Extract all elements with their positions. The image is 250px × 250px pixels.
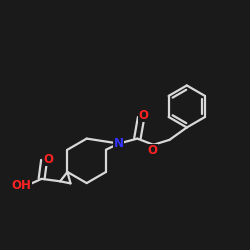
Text: OH: OH [11, 178, 31, 192]
Text: N: N [114, 137, 124, 150]
Text: O: O [138, 108, 148, 122]
Text: O: O [44, 152, 54, 166]
Text: O: O [147, 144, 157, 158]
